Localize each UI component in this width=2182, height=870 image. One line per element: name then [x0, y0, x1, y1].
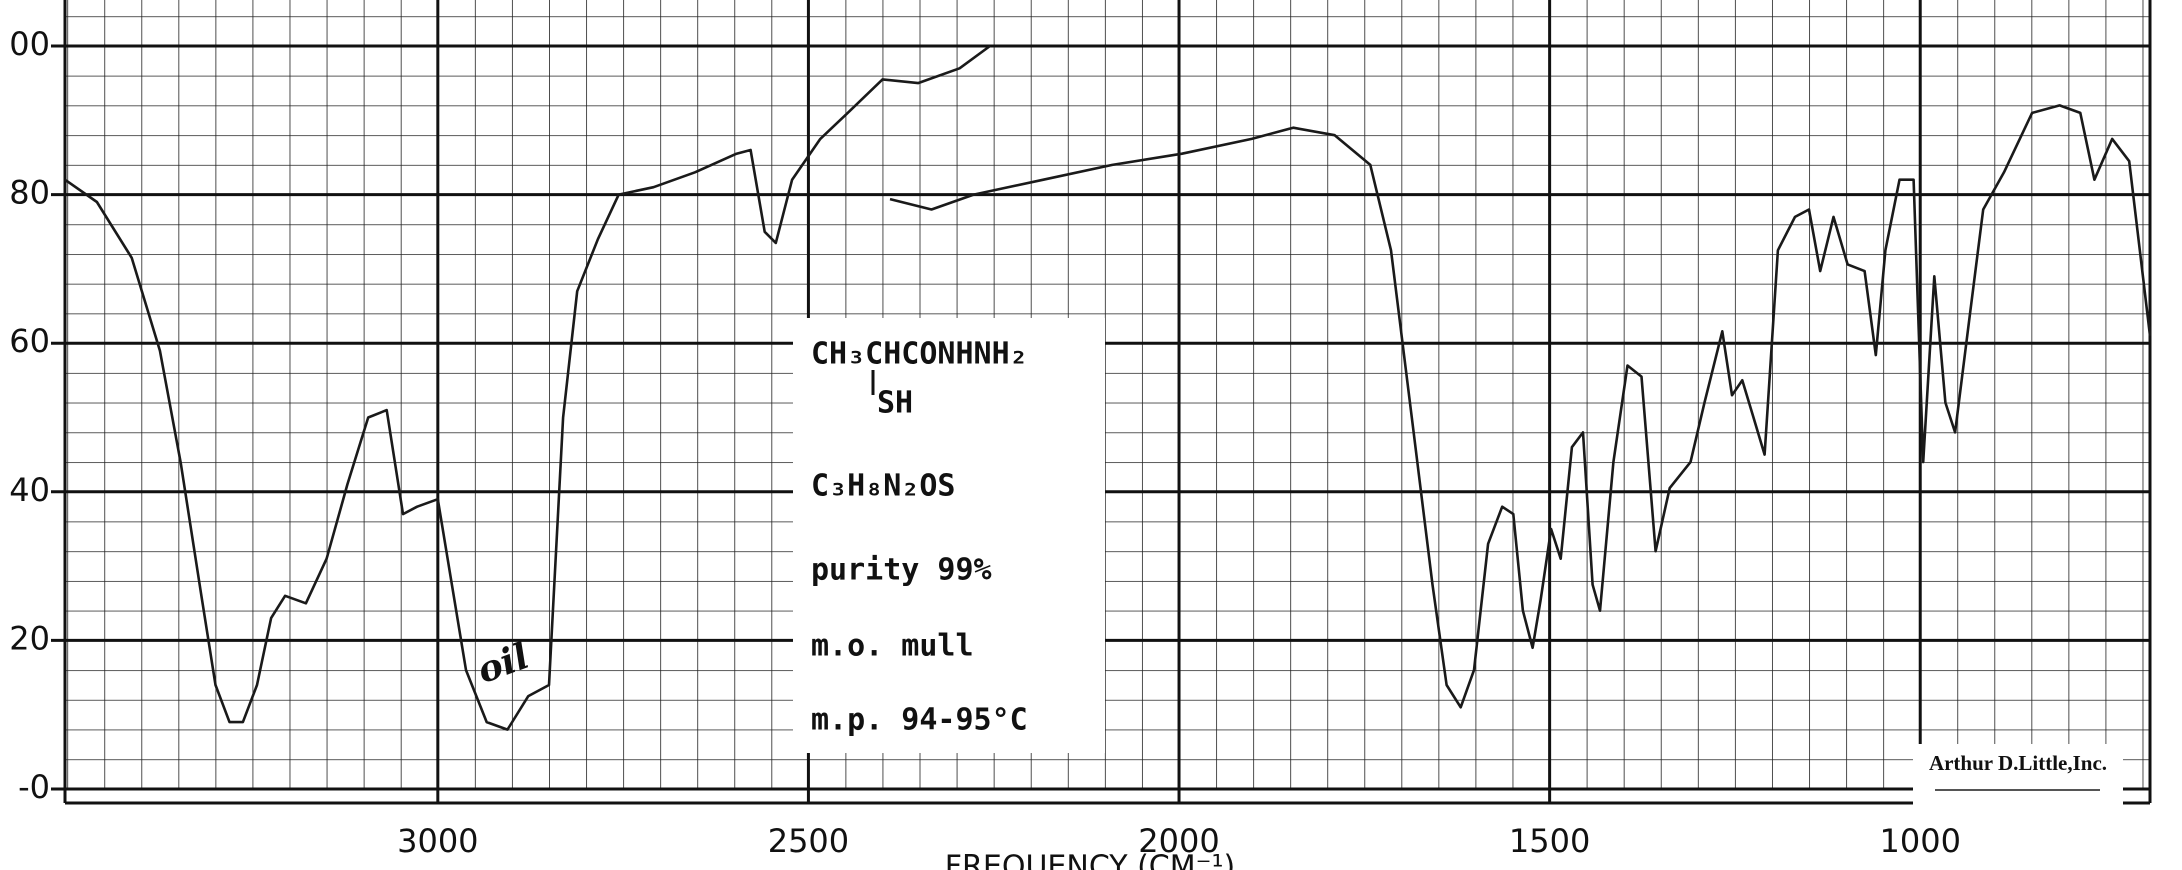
y-tick-label: 40: [9, 471, 50, 509]
x-tick-label: 1500: [1509, 822, 1590, 860]
spectrum-line: [64, 44, 2152, 731]
paper-grid: [65, 0, 2150, 789]
molecular-formula: C₃H₈N₂OS: [811, 469, 956, 504]
x-axis-label: FREQUENCY (CM⁻¹): [945, 850, 1235, 870]
notes: CH₃CHCONHNH₂ SH C₃H₈N₂OS purity 99% m.o.…: [472, 318, 2123, 806]
x-tick-label: 2500: [768, 822, 849, 860]
melting-point: m.p. 94-95°C: [811, 703, 1028, 738]
y-tick-label: 60: [9, 322, 50, 360]
logo: Arthur D.Little,Inc.: [1929, 751, 2107, 775]
plot: [64, 44, 2152, 731]
y-tick-label: 00: [9, 25, 50, 63]
logo-box: [1913, 744, 2123, 806]
formula-branch: SH: [877, 386, 913, 421]
x-tick-label: 3000: [397, 822, 478, 860]
purity: purity 99%: [811, 553, 992, 588]
x-tick-label: 1000: [1880, 822, 1961, 860]
y-tick-label: 80: [9, 174, 50, 212]
label-box: [793, 318, 1105, 753]
sample-prep: m.o. mull: [811, 629, 974, 664]
grid: -0 20 40 60 80 00 3000 2500 2000 1500 1000: [9, 0, 2152, 860]
formula: CH₃CHCONHNH₂: [811, 337, 1028, 372]
x-tick-label: 2000: [1138, 822, 1219, 860]
y-tick-label: 20: [9, 619, 50, 657]
y-tick-label: -0: [18, 768, 50, 806]
